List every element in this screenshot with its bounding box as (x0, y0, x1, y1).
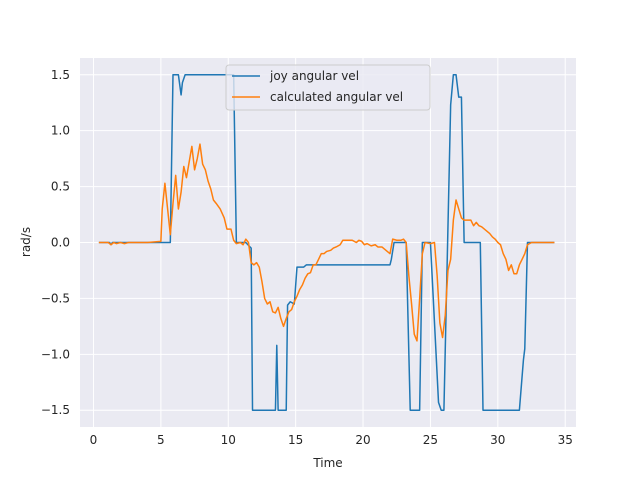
x-tick-labels: 0 5 10 15 20 25 30 35 (90, 433, 573, 447)
y-tick-labels: −1.5 −1.0 −0.5 0.0 0.5 1.0 1.5 (41, 68, 70, 417)
x-tick-label: 0 (90, 433, 98, 447)
y-tick-label: 0.0 (51, 236, 70, 250)
legend-box (225, 64, 431, 111)
y-tick-label: 1.0 (51, 124, 70, 138)
y-tick-label: −0.5 (41, 291, 70, 305)
legend-label-calculated: calculated angular vel (270, 90, 403, 104)
series-line-1 (98, 143, 555, 342)
series-lines (98, 74, 555, 411)
legend: joy angular vel calculated angular vel (225, 64, 431, 111)
legend-label-joy: joy angular vel (269, 69, 359, 83)
x-tick-label: 5 (157, 433, 165, 447)
x-tick-label: 25 (423, 433, 438, 447)
y-tick-label: 0.5 (51, 180, 70, 194)
x-tick-label: 15 (288, 433, 303, 447)
x-tick-label: 10 (221, 433, 236, 447)
series-line-0 (98, 74, 555, 411)
x-tick-label: 30 (490, 433, 505, 447)
y-tick-label: −1.0 (41, 347, 70, 361)
y-tick-label: 1.5 (51, 68, 70, 82)
x-axis-label: Time (312, 456, 342, 470)
x-tick-label: 35 (558, 433, 573, 447)
x-tick-label: 20 (355, 433, 370, 447)
y-tick-label: −1.5 (41, 403, 70, 417)
y-axis-label: rad/s (19, 227, 33, 257)
